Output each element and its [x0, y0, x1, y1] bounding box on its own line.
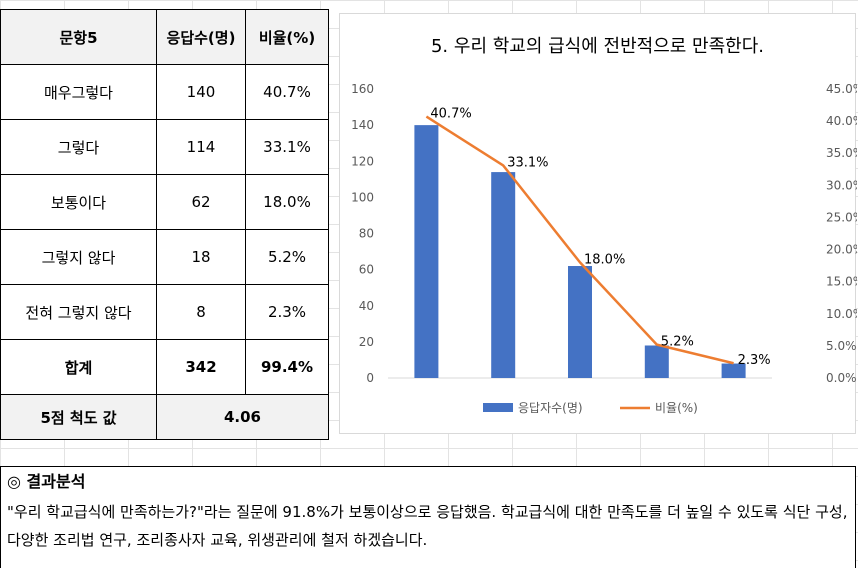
score-row: 5점 척도 값 4.06 — [0, 394, 329, 440]
bar — [568, 266, 592, 378]
y-tick-label: 160 — [351, 82, 374, 96]
table-row: 보통이다 62 18.0% — [0, 174, 329, 230]
row-label: 보통이다 — [0, 174, 157, 230]
y-tick-label: 140 — [351, 118, 374, 132]
y-tick-label: 120 — [351, 154, 374, 168]
y2-tick-label: 35.0% — [826, 146, 857, 160]
data-label: 2.3% — [738, 353, 771, 368]
data-label: 5.2% — [661, 335, 694, 350]
y-tick-label: 40 — [359, 299, 374, 313]
analysis-box: ◎ 결과분석 "우리 학교급식에 만족하는가?"라는 질문에 91.8%가 보통… — [0, 466, 856, 568]
total-ratio: 99.4% — [245, 339, 329, 395]
table-header-row: 문항5 응답수(명) 비율(%) — [0, 9, 329, 65]
row-count: 18 — [156, 229, 246, 285]
analysis-body: "우리 학교급식에 만족하는가?"라는 질문에 91.8%가 보통이상으로 응답… — [7, 503, 848, 549]
legend-bar-label: 응답자수(명) — [518, 401, 583, 415]
row-ratio: 2.3% — [245, 284, 329, 340]
y-tick-label: 0 — [366, 371, 374, 385]
y-tick-label: 100 — [351, 190, 374, 204]
row-count: 140 — [156, 64, 246, 120]
y2-tick-label: 5.0% — [826, 339, 857, 353]
total-row: 합계 342 99.4% — [0, 339, 329, 395]
header-question: 문항5 — [0, 9, 157, 65]
ratio-line — [425, 115, 734, 365]
y2-tick-label: 45.0% — [826, 82, 857, 96]
table-row: 그렇지 않다 18 5.2% — [0, 229, 329, 285]
data-label: 18.0% — [584, 252, 625, 267]
y2-tick-label: 10.0% — [826, 307, 857, 321]
total-count: 342 — [156, 339, 246, 395]
y2-tick-label: 0.0% — [826, 371, 857, 385]
y2-tick-label: 25.0% — [826, 210, 857, 224]
row-count: 114 — [156, 119, 246, 175]
y-tick-label: 80 — [359, 227, 374, 241]
score-label: 5점 척도 값 — [0, 394, 157, 440]
y-tick-label: 60 — [359, 263, 374, 277]
row-ratio: 5.2% — [245, 229, 329, 285]
analysis-title: ◎ 결과분석 — [7, 472, 86, 491]
chart-area: 5. 우리 학교의 급식에 전반적으로 만족한다. 0 20 40 60 80 100 12… — [339, 13, 857, 434]
row-ratio: 40.7% — [245, 64, 329, 120]
table-row: 매우그렇다 140 40.7% — [0, 64, 329, 120]
row-label: 매우그렇다 — [0, 64, 157, 120]
combo-chart: 0 20 40 60 80 100 120 140 160 0.0% 5.0% 10.0% 15.0% 2… — [351, 82, 857, 415]
bar — [644, 345, 669, 378]
row-label: 전혀 그렇지 않다 — [0, 284, 157, 340]
row-ratio: 18.0% — [245, 174, 329, 230]
table-row: 전혀 그렇지 않다 8 2.3% — [0, 284, 329, 340]
row-count: 8 — [156, 284, 246, 340]
row-label: 그렇지 않다 — [0, 229, 157, 285]
table-row: 그렇다 114 33.1% — [0, 119, 329, 175]
y2-tick-label: 40.0% — [826, 114, 857, 128]
row-ratio: 33.1% — [245, 119, 329, 175]
row-label: 그렇다 — [0, 119, 157, 175]
legend-bar-swatch — [483, 403, 513, 412]
header-ratio: 비율(%) — [245, 9, 329, 65]
row-count: 62 — [156, 174, 246, 230]
survey-table: 문항5 응답수(명) 비율(%) 매우그렇다 140 40.7% 그렇다 114… — [0, 9, 329, 440]
header-count: 응답수(명) — [156, 9, 246, 65]
bar — [721, 363, 746, 378]
y2-tick-label: 20.0% — [826, 243, 857, 257]
total-label: 합계 — [0, 339, 157, 395]
legend-line-label: 비율(%) — [655, 401, 698, 415]
bar — [491, 172, 516, 378]
y-tick-label: 20 — [359, 335, 374, 349]
bar — [414, 125, 439, 378]
score-value: 4.06 — [156, 394, 329, 440]
y2-tick-label: 15.0% — [826, 275, 857, 289]
data-label: 40.7% — [430, 107, 471, 122]
data-label: 33.1% — [507, 155, 548, 170]
chart-title: 5. 우리 학교의 급식에 전반적으로 만족한다. — [430, 36, 765, 57]
y2-tick-label: 30.0% — [826, 178, 857, 192]
